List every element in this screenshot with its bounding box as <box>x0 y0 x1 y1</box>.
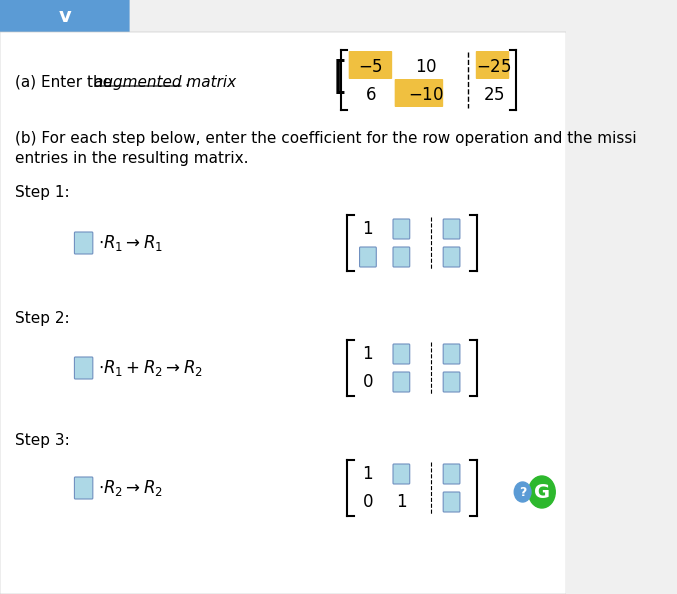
Text: $-10$: $-10$ <box>408 86 444 104</box>
FancyBboxPatch shape <box>74 232 93 254</box>
FancyBboxPatch shape <box>393 344 410 364</box>
Text: augmented matrix: augmented matrix <box>93 74 236 90</box>
Text: $\cdot R_1 + R_2 \rightarrow R_2$: $\cdot R_1 + R_2 \rightarrow R_2$ <box>98 358 202 378</box>
FancyBboxPatch shape <box>395 79 443 107</box>
FancyBboxPatch shape <box>443 247 460 267</box>
Text: Step 3:: Step 3: <box>15 432 70 447</box>
Text: .: . <box>184 74 189 90</box>
FancyBboxPatch shape <box>74 357 93 379</box>
FancyBboxPatch shape <box>0 0 129 32</box>
FancyBboxPatch shape <box>0 32 566 594</box>
Text: $-25$: $-25$ <box>475 58 511 76</box>
FancyBboxPatch shape <box>476 51 509 79</box>
FancyBboxPatch shape <box>393 464 410 484</box>
Circle shape <box>515 482 531 502</box>
Text: entries in the resulting matrix.: entries in the resulting matrix. <box>15 150 248 166</box>
Text: (a) Enter the: (a) Enter the <box>15 74 117 90</box>
Text: $\left[\right.$: $\left[\right.$ <box>332 58 345 97</box>
Text: 1: 1 <box>363 220 373 238</box>
Circle shape <box>529 476 555 508</box>
Text: 1: 1 <box>396 493 407 511</box>
Text: Step 1:: Step 1: <box>15 185 70 200</box>
Text: 1: 1 <box>363 345 373 363</box>
FancyBboxPatch shape <box>443 492 460 512</box>
Text: $-5$: $-5$ <box>358 58 383 76</box>
Text: 0: 0 <box>363 373 373 391</box>
Text: (b) For each step below, enter the coefficient for the row operation and the mis: (b) For each step below, enter the coeff… <box>15 131 636 146</box>
Text: 0: 0 <box>363 493 373 511</box>
FancyBboxPatch shape <box>443 464 460 484</box>
FancyBboxPatch shape <box>359 247 376 267</box>
Text: Step 2:: Step 2: <box>15 311 70 326</box>
Text: $10$: $10$ <box>416 58 437 76</box>
FancyBboxPatch shape <box>393 372 410 392</box>
Text: G: G <box>533 482 550 501</box>
Text: $6$: $6$ <box>365 86 376 104</box>
Text: ?: ? <box>519 485 526 498</box>
Text: v: v <box>59 7 72 26</box>
FancyBboxPatch shape <box>443 372 460 392</box>
FancyBboxPatch shape <box>443 219 460 239</box>
FancyBboxPatch shape <box>349 51 392 79</box>
Text: $25$: $25$ <box>483 86 504 104</box>
FancyBboxPatch shape <box>443 344 460 364</box>
FancyBboxPatch shape <box>74 477 93 499</box>
Text: $\cdot R_2 \rightarrow R_2$: $\cdot R_2 \rightarrow R_2$ <box>98 478 162 498</box>
Text: 1: 1 <box>363 465 373 483</box>
FancyBboxPatch shape <box>393 247 410 267</box>
FancyBboxPatch shape <box>393 219 410 239</box>
Text: $\cdot R_1 \rightarrow R_1$: $\cdot R_1 \rightarrow R_1$ <box>98 233 163 253</box>
